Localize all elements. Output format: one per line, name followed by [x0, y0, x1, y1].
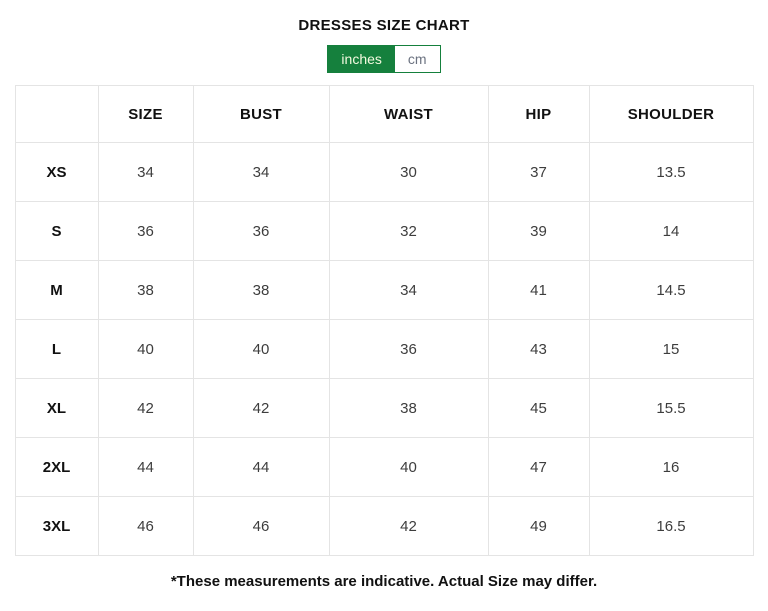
- column-header-waist: WAIST: [328, 85, 489, 143]
- cell-value: 46: [192, 496, 330, 556]
- cell-value: 40: [97, 319, 194, 379]
- cell-value: 36: [97, 201, 194, 261]
- unit-option-inches[interactable]: inches: [328, 46, 395, 72]
- column-header-shoulder: SHOULDER: [588, 85, 754, 143]
- unit-option-cm[interactable]: cm: [394, 46, 440, 72]
- cell-value: 30: [328, 142, 489, 202]
- cell-value: 38: [192, 260, 330, 320]
- cell-value: 42: [192, 378, 330, 438]
- cell-value: 40: [328, 437, 489, 497]
- footnote-text: *These measurements are indicative. Actu…: [170, 573, 598, 590]
- cell-value: 34: [97, 142, 194, 202]
- cell-value: 14: [588, 201, 754, 261]
- cell-value: 47: [487, 437, 590, 497]
- cell-value: 41: [487, 260, 590, 320]
- cell-value: 36: [192, 201, 330, 261]
- cell-value: 45: [487, 378, 590, 438]
- cell-value: 38: [328, 378, 489, 438]
- cell-value: 32: [328, 201, 489, 261]
- cell-value: 42: [97, 378, 194, 438]
- cell-value: 42: [328, 496, 489, 556]
- table-header-row: SIZE BUST WAIST HIP SHOULDER: [14, 85, 754, 143]
- cell-value: 44: [97, 437, 194, 497]
- table-body: XS 34 34 30 37 13.5 S 36 36 32 39 14 M 38 38 34 41 14.5 L 4…: [14, 142, 754, 556]
- table-row-xs: XS 34 34 30 37 13.5: [14, 142, 754, 202]
- column-header-bust: BUST: [192, 85, 330, 143]
- cell-value: 44: [192, 437, 330, 497]
- table-row-3xl: 3XL 46 46 42 49 16.5: [14, 496, 754, 556]
- cell-value: 14.5: [588, 260, 754, 320]
- cell-value: 16: [588, 437, 754, 497]
- cell-value: 40: [192, 319, 330, 379]
- table-row-2xl: 2XL 44 44 40 47 16: [14, 437, 754, 497]
- unit-toggle-wrap: inches cm: [0, 45, 768, 73]
- table-row-s: S 36 36 32 39 14: [14, 201, 754, 261]
- column-header-blank: [14, 85, 99, 143]
- cell-value: 15.5: [588, 378, 754, 438]
- cell-value: 16.5: [588, 496, 754, 556]
- cell-value: 37: [487, 142, 590, 202]
- row-label: 3XL: [14, 496, 99, 556]
- cell-value: 38: [97, 260, 194, 320]
- row-label: M: [14, 260, 99, 320]
- column-header-hip: HIP: [487, 85, 590, 143]
- table-row-xl: XL 42 42 38 45 15.5: [14, 378, 754, 438]
- cell-value: 43: [487, 319, 590, 379]
- row-label: XL: [14, 378, 99, 438]
- row-label: L: [14, 319, 99, 379]
- cell-value: 34: [192, 142, 330, 202]
- cell-value: 34: [328, 260, 489, 320]
- cell-value: 49: [487, 496, 590, 556]
- row-label: 2XL: [14, 437, 99, 497]
- size-chart-table: SIZE BUST WAIST HIP SHOULDER XS 34 34 30 37 13.5 S…: [14, 85, 754, 556]
- cell-value: 13.5: [588, 142, 754, 202]
- table-row-l: L 40 40 36 43 15: [14, 319, 754, 379]
- cell-value: 36: [328, 319, 489, 379]
- table-row-m: M 38 38 34 41 14.5: [14, 260, 754, 320]
- page-title: DRESSES SIZE CHART: [298, 17, 470, 34]
- unit-toggle: inches cm: [327, 45, 441, 73]
- row-label: XS: [14, 142, 99, 202]
- cell-value: 15: [588, 319, 754, 379]
- column-header-size: SIZE: [97, 85, 194, 143]
- cell-value: 39: [487, 201, 590, 261]
- cell-value: 46: [97, 496, 194, 556]
- row-label: S: [14, 201, 99, 261]
